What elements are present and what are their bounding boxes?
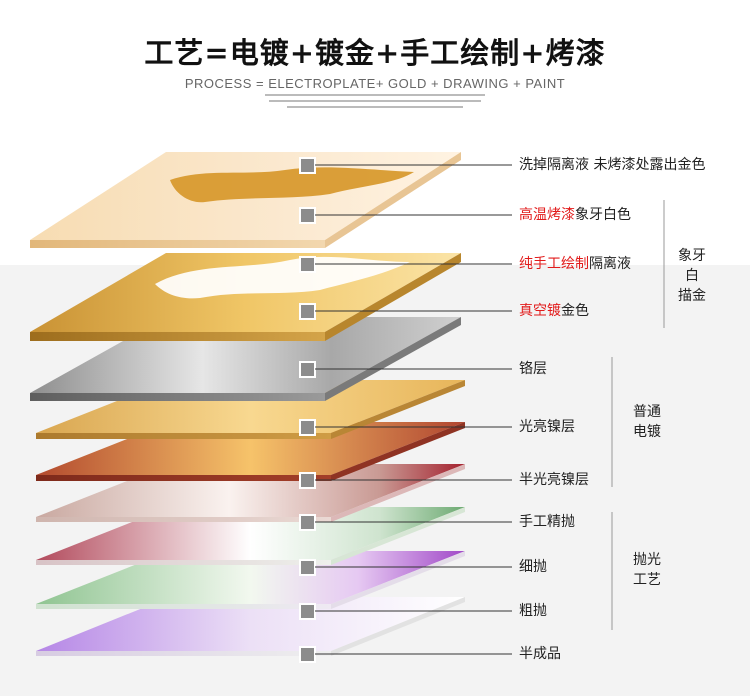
marker-square <box>299 472 316 489</box>
group-label-line: 电镀 <box>633 424 661 440</box>
label-high-temp-paint: 高温烤漆象牙白色 <box>519 207 631 223</box>
gold-pattern <box>170 167 414 203</box>
label-hand-fine-polish: 手工精抛 <box>519 514 575 530</box>
label-semi-bright-nickel: 半光亮镍层 <box>519 472 589 488</box>
label-rough-polish: 粗抛 <box>519 603 547 619</box>
group-ordinary-plating: 普通 电镀 <box>627 402 667 442</box>
marker-square <box>299 419 316 436</box>
marker-square <box>299 646 316 663</box>
group-label-line: 普通 <box>633 404 661 420</box>
label-hand-drawing: 纯手工绘制隔离液 <box>519 256 631 272</box>
marker-square <box>299 559 316 576</box>
group-brackets <box>611 200 665 630</box>
group-ivory-gold: 象牙白 描金 <box>672 246 712 306</box>
label-wash-off-release: 洗掉隔离液 未烤漆处露出金色 <box>519 157 706 173</box>
leader-lines <box>315 164 512 655</box>
drawing-pattern <box>155 256 410 299</box>
label-chrome: 铬层 <box>519 361 547 377</box>
marker-square <box>299 303 316 320</box>
fine-print-decoration <box>265 94 485 116</box>
marker-square <box>299 603 316 620</box>
label-fine-polish: 细抛 <box>519 559 547 575</box>
group-polishing: 抛光 工艺 <box>627 550 667 590</box>
group-label-line: 描金 <box>678 288 706 304</box>
page-subtitle: PROCESS = ELECTROPLATE+ GOLD + DRAWING +… <box>184 76 566 91</box>
marker-square <box>299 256 316 273</box>
group-label-line: 工艺 <box>633 572 661 588</box>
marker-square <box>299 514 316 531</box>
page-title: 工艺=电镀+镀金+手工绘制+烤漆 <box>144 36 606 70</box>
label-bright-nickel: 光亮镍层 <box>519 419 575 435</box>
group-label-line: 象牙白 <box>678 248 706 284</box>
label-semi-finished: 半成品 <box>519 646 561 662</box>
marker-square <box>299 157 316 174</box>
layer-ivory-paint <box>30 152 461 248</box>
marker-square <box>299 207 316 224</box>
label-vacuum-gold: 真空镀金色 <box>519 303 589 319</box>
marker-square <box>299 361 316 378</box>
layer-vacuum-gold <box>30 253 461 341</box>
group-label-line: 抛光 <box>633 552 661 568</box>
